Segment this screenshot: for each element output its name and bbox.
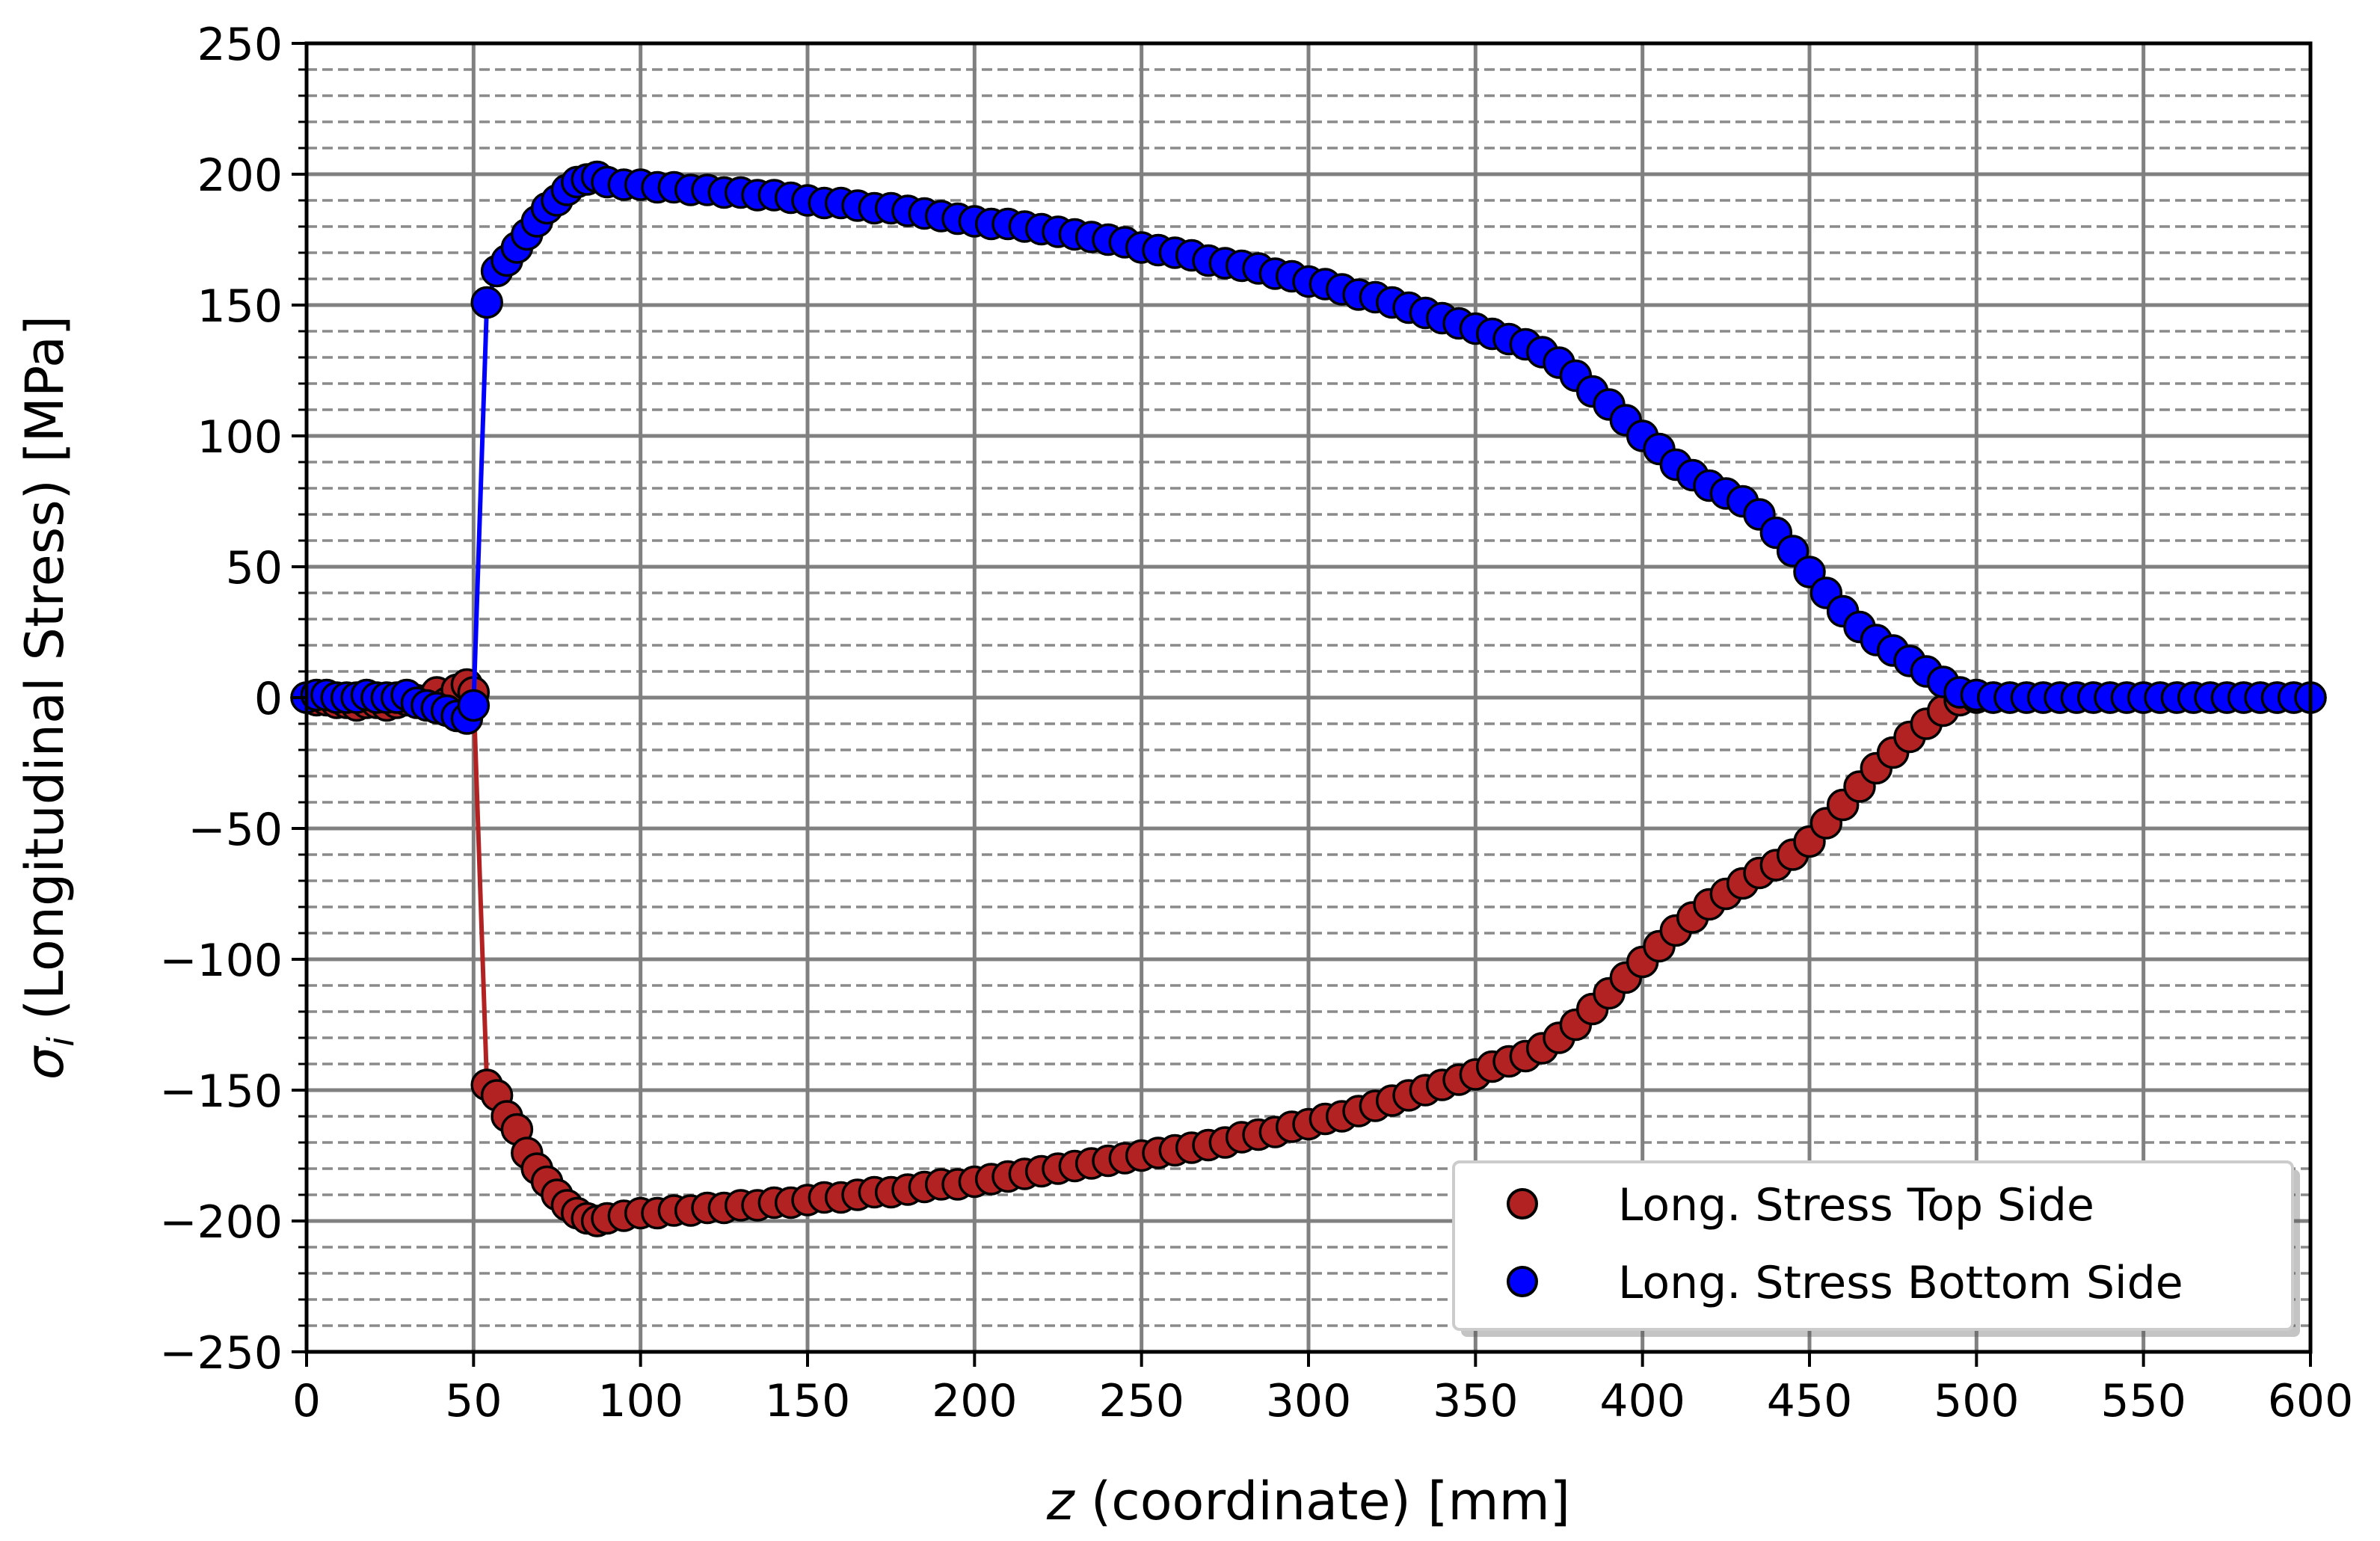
x-tick-label: 100 [597, 1375, 683, 1427]
y-axis-variable: σ [14, 1045, 76, 1080]
axis-ticks [292, 42, 2312, 1367]
data-point [457, 689, 491, 722]
x-tick-label: 0 [292, 1375, 321, 1427]
y-tick-label: 50 [226, 542, 283, 594]
data-point [470, 286, 503, 319]
y-axis-label-text: (Longitudinal Stress) [MPa] [14, 316, 76, 1037]
legend-label-top-side: Long. Stress Top Side [1618, 1179, 2094, 1231]
x-tick-label: 150 [765, 1375, 851, 1427]
y-tick-label: 0 [254, 673, 283, 725]
y-tick-label: 100 [197, 411, 283, 464]
y-axis-label: σi (Longitudinal Stress) [MPa] [14, 316, 82, 1080]
y-tick-label: −250 [159, 1327, 283, 1379]
y-tick-label: −150 [159, 1065, 283, 1118]
x-tick-label: 50 [445, 1375, 502, 1427]
x-axis-variable: z [1046, 1471, 1076, 1532]
legend-box [1452, 1160, 2294, 1331]
y-tick-label: −50 [188, 804, 283, 856]
x-axis-label: z (coordinate) [mm] [1046, 1471, 1570, 1532]
x-tick-labels: 0 50 100 150 200 250 300 350 400 450 500 550 600 [292, 1375, 2353, 1427]
y-tick-label: −100 [159, 935, 283, 987]
y-tick-label: 150 [197, 280, 283, 333]
y-axis-variable-subscript: i [40, 1036, 82, 1047]
series-bottom-side [290, 160, 2327, 735]
data-point [1793, 556, 1826, 588]
y-tick-label: −200 [159, 1196, 283, 1249]
x-axis-label-text: (coordinate) [mm] [1074, 1471, 1570, 1532]
x-tick-label: 450 [1767, 1375, 1853, 1427]
series-layer [290, 160, 2327, 1237]
y-tick-label: 200 [197, 150, 283, 202]
legend-marker-top-side [1507, 1188, 1538, 1219]
legend: Long. Stress Top Side Long. Stress Botto… [1452, 1160, 2300, 1337]
y-tick-labels: −250 −200 −150 −100 −50 0 50 100 150 200 250 [159, 19, 283, 1379]
legend-label-bottom-side: Long. Stress Bottom Side [1618, 1257, 2183, 1309]
y-tick-label: 250 [197, 19, 283, 71]
x-tick-label: 200 [932, 1375, 1018, 1427]
x-tick-label: 250 [1098, 1375, 1184, 1427]
data-point [1776, 535, 1809, 568]
x-tick-label: 350 [1433, 1375, 1519, 1427]
x-tick-label: 600 [2268, 1375, 2354, 1427]
x-tick-label: 400 [1599, 1375, 1685, 1427]
x-tick-label: 550 [2100, 1375, 2186, 1427]
x-tick-label: 300 [1266, 1375, 1352, 1427]
legend-marker-bottom-side [1507, 1266, 1538, 1297]
x-tick-label: 500 [1934, 1375, 2020, 1427]
